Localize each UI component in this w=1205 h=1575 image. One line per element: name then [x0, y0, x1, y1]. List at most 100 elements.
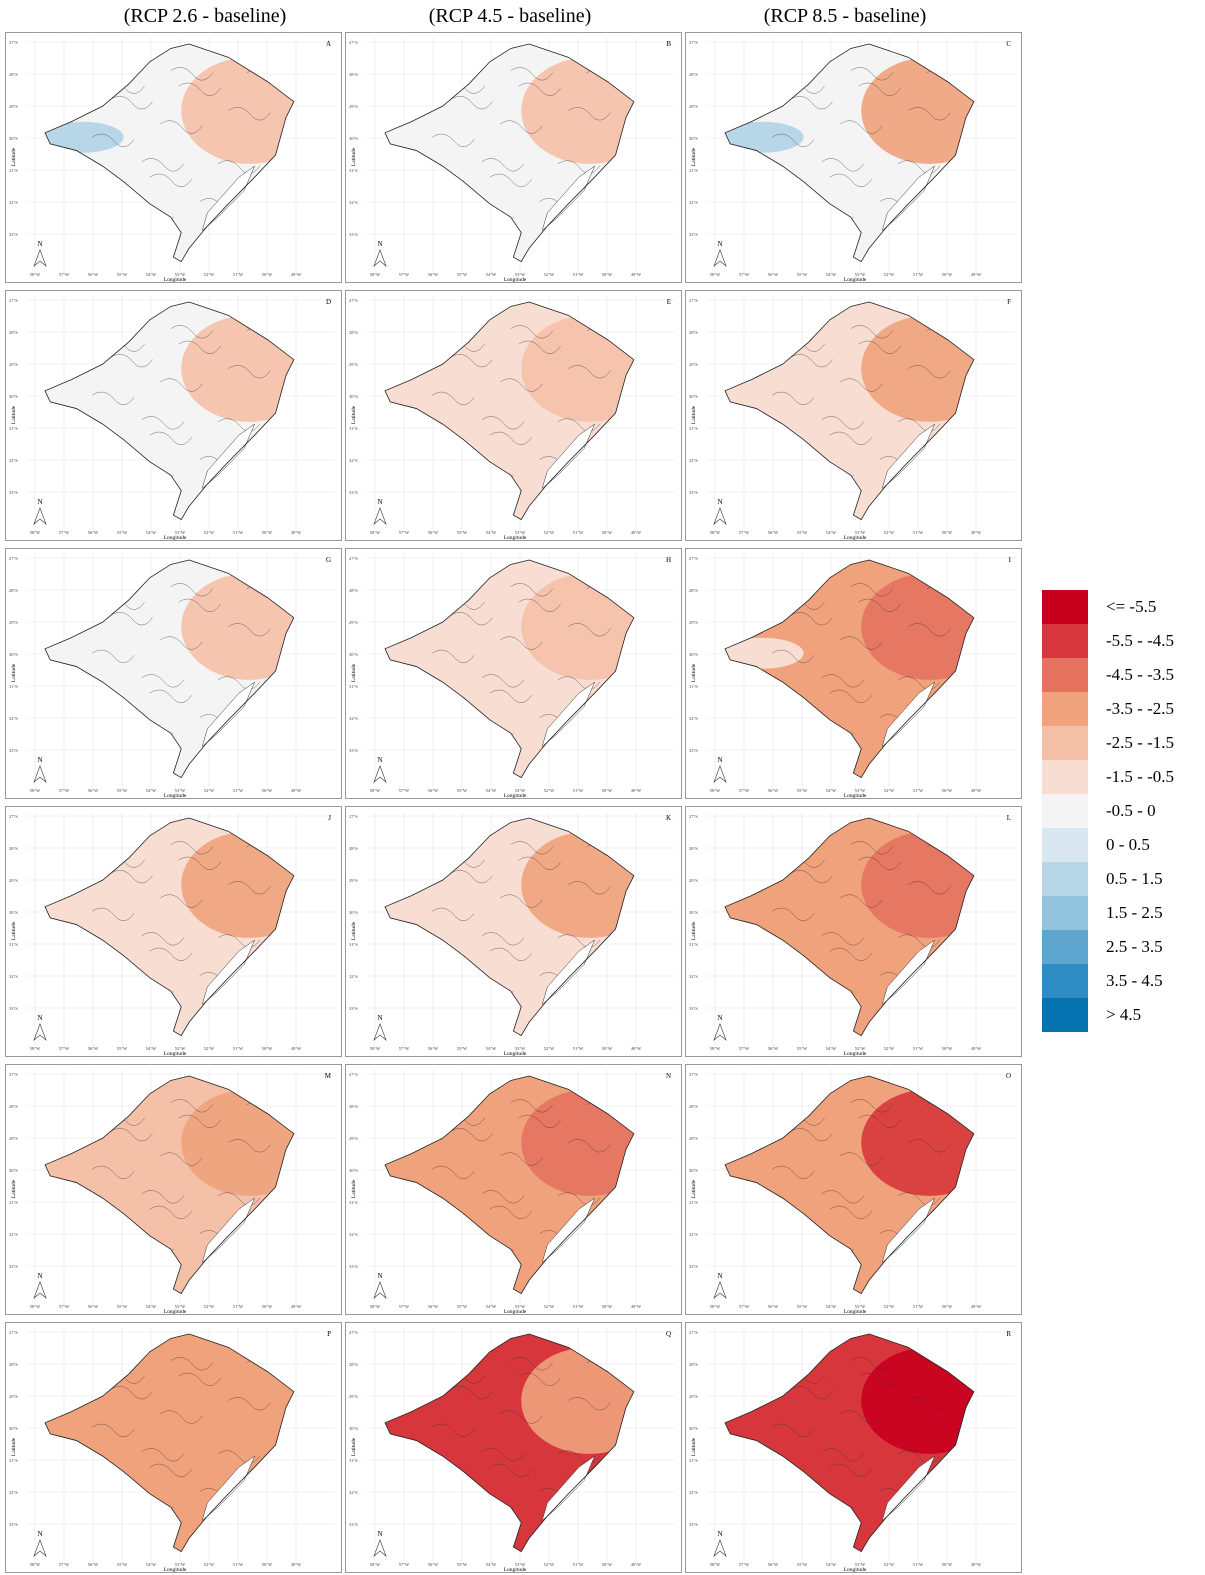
lat-tick-label: 29°S	[349, 1394, 358, 1399]
lon-tick-label: 56°W	[768, 1304, 779, 1309]
lat-tick-label: 29°S	[689, 104, 698, 109]
x-axis-label: Longitude	[844, 1309, 867, 1315]
map-panel: 27°S28°S29°S30°S31°S32°S33°S58°W57°W56°W…	[6, 1065, 342, 1316]
lon-tick-label: 50°W	[602, 1046, 613, 1051]
lat-tick-label: 30°S	[9, 394, 18, 399]
lon-tick-label: 54°W	[486, 272, 497, 277]
y-axis-label: Latitude	[351, 1437, 357, 1456]
map-panel: 27°S28°S29°S30°S31°S32°S33°S58°W57°W56°W…	[346, 291, 682, 542]
lon-tick-label: 49°W	[291, 1304, 302, 1309]
north-label: N	[37, 240, 42, 248]
legend-label: 1.5 - 2.5	[1106, 903, 1163, 922]
lon-tick-label: 51°W	[913, 1562, 924, 1567]
panel-letter: O	[1006, 1072, 1011, 1080]
lon-tick-label: 57°W	[399, 1562, 410, 1567]
lat-tick-label: 31°S	[9, 684, 18, 689]
lat-tick-label: 31°S	[689, 426, 698, 431]
lon-tick-label: 49°W	[631, 1562, 642, 1567]
lon-tick-label: 56°W	[768, 530, 779, 535]
lat-tick-label: 27°S	[689, 40, 698, 45]
lat-tick-label: 33°S	[9, 1006, 18, 1011]
map-panel: 27°S28°S29°S30°S31°S32°S33°S58°W57°W56°W…	[686, 1323, 1022, 1574]
legend-swatch	[1042, 964, 1088, 998]
x-axis-label: Longitude	[504, 535, 527, 541]
map-panel: 27°S28°S29°S30°S31°S32°S33°S58°W57°W56°W…	[346, 807, 682, 1058]
lon-tick-label: 49°W	[631, 530, 642, 535]
legend-swatch	[1042, 658, 1088, 692]
x-axis-label: Longitude	[844, 793, 867, 799]
lon-tick-label: 51°W	[233, 530, 244, 535]
panel-letter: H	[666, 556, 671, 564]
lat-tick-label: 32°S	[349, 716, 358, 721]
lon-tick-label: 49°W	[631, 272, 642, 277]
panel-letter: E	[667, 298, 671, 306]
legend-label: > 4.5	[1106, 1005, 1141, 1024]
lon-tick-label: 51°W	[573, 1562, 584, 1567]
lat-tick-label: 29°S	[9, 362, 18, 367]
lon-tick-label: 51°W	[233, 1562, 244, 1567]
north-label: N	[717, 1530, 722, 1538]
lat-tick-label: 30°S	[349, 136, 358, 141]
lon-tick-label: 55°W	[797, 788, 808, 793]
y-axis-label: Latitude	[351, 405, 357, 424]
lon-tick-label: 55°W	[117, 1046, 128, 1051]
lon-tick-label: 51°W	[233, 788, 244, 793]
lon-tick-label: 50°W	[262, 1562, 273, 1567]
legend-swatch	[1042, 794, 1088, 828]
y-axis-label: Latitude	[351, 921, 357, 940]
y-axis-label: Latitude	[691, 405, 697, 424]
lon-tick-label: 54°W	[146, 1562, 157, 1567]
lat-tick-label: 27°S	[689, 814, 698, 819]
lat-tick-label: 33°S	[349, 1522, 358, 1527]
lon-tick-label: 52°W	[884, 788, 895, 793]
lon-tick-label: 51°W	[913, 1046, 924, 1051]
lat-tick-label: 28°S	[689, 846, 698, 851]
legend-label: <= -5.5	[1106, 597, 1156, 616]
lat-tick-label: 32°S	[689, 974, 698, 979]
panel-letter: K	[666, 814, 671, 822]
column-title: (RCP 2.6 - baseline)	[124, 5, 287, 27]
map-panel: 27°S28°S29°S30°S31°S32°S33°S58°W57°W56°W…	[686, 807, 1022, 1058]
lon-tick-label: 52°W	[544, 530, 555, 535]
lat-tick-label: 27°S	[349, 1330, 358, 1335]
y-axis-label: Latitude	[691, 921, 697, 940]
lat-tick-label: 33°S	[9, 232, 18, 237]
lat-tick-label: 29°S	[9, 878, 18, 883]
lon-tick-label: 58°W	[370, 530, 381, 535]
lon-tick-label: 57°W	[399, 1304, 410, 1309]
lon-tick-label: 52°W	[544, 1304, 555, 1309]
lon-tick-label: 58°W	[710, 530, 721, 535]
lon-tick-label: 50°W	[602, 272, 613, 277]
lon-tick-label: 49°W	[971, 1562, 982, 1567]
lon-tick-label: 54°W	[826, 1046, 837, 1051]
lat-tick-label: 31°S	[349, 426, 358, 431]
lon-tick-label: 58°W	[710, 1304, 721, 1309]
lat-tick-label: 29°S	[349, 104, 358, 109]
lat-tick-label: 29°S	[349, 1136, 358, 1141]
lon-tick-label: 57°W	[59, 1562, 70, 1567]
lat-tick-label: 30°S	[9, 652, 18, 657]
lon-tick-label: 56°W	[428, 1046, 439, 1051]
panel-letter: F	[1007, 298, 1011, 306]
panel-letter: M	[325, 1072, 332, 1080]
lat-tick-label: 30°S	[349, 910, 358, 915]
lon-tick-label: 57°W	[739, 1046, 750, 1051]
lat-tick-label: 30°S	[349, 1426, 358, 1431]
y-axis-label: Latitude	[11, 921, 17, 940]
lat-tick-label: 28°S	[349, 72, 358, 77]
lon-tick-label: 49°W	[971, 530, 982, 535]
north-label: N	[377, 498, 382, 506]
y-axis-label: Latitude	[351, 147, 357, 166]
column-title: (RCP 4.5 - baseline)	[429, 5, 592, 27]
lon-tick-label: 49°W	[291, 530, 302, 535]
lon-tick-label: 52°W	[204, 272, 215, 277]
lat-tick-label: 32°S	[689, 1232, 698, 1237]
lat-tick-label: 29°S	[349, 620, 358, 625]
north-label: N	[377, 1014, 382, 1022]
lon-tick-label: 57°W	[399, 272, 410, 277]
lat-tick-label: 32°S	[9, 458, 18, 463]
lon-tick-label: 52°W	[544, 1046, 555, 1051]
x-axis-label: Longitude	[844, 277, 867, 283]
lon-tick-label: 58°W	[710, 272, 721, 277]
